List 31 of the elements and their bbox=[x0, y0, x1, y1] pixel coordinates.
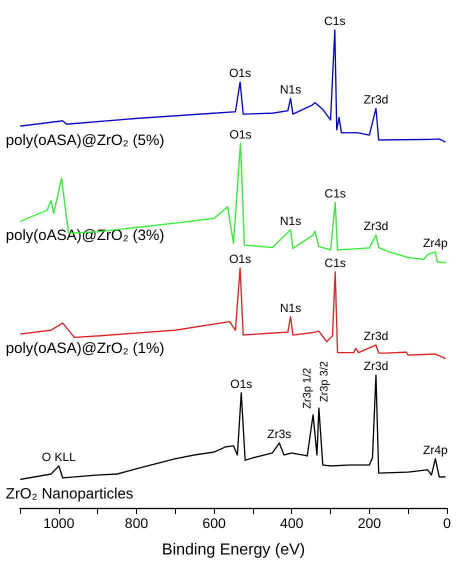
annotation: Zr3d bbox=[364, 92, 388, 106]
annotation: O1s bbox=[230, 376, 252, 391]
annotation: C1s bbox=[324, 186, 346, 201]
annotation: Zr3p 3/2 bbox=[318, 361, 330, 402]
x-tick-label: 1000 bbox=[43, 515, 75, 531]
annotation: O1s bbox=[229, 66, 252, 80]
annotation: Zr3p 1/2 bbox=[302, 368, 314, 409]
annotation: Zr3s bbox=[267, 426, 292, 441]
x-tick-label: 200 bbox=[358, 515, 382, 531]
series-label: poly(oASA)@ZrO₂ (3%) bbox=[6, 227, 164, 244]
annotation: Zr4p bbox=[423, 442, 448, 457]
annotation: O KLL bbox=[42, 450, 76, 464]
x-tick-label: 400 bbox=[280, 515, 304, 531]
x-tick-label: 600 bbox=[202, 515, 226, 531]
series-label: poly(oASA)@ZrO₂ (5%) bbox=[6, 132, 164, 150]
x-tick-label: 800 bbox=[124, 515, 148, 531]
annotation: C1s bbox=[324, 256, 346, 270]
x-axis-title: Binding Energy (eV) bbox=[162, 542, 306, 558]
annotation: O1s bbox=[229, 127, 252, 142]
annotation: Zr3d bbox=[364, 359, 388, 374]
annotation: Zr4p bbox=[423, 236, 448, 250]
annotation: N1s bbox=[280, 82, 302, 96]
series-label: ZrO₂ Nanoparticles bbox=[6, 485, 134, 502]
annotation: O1s bbox=[229, 252, 252, 266]
annotation: C1s bbox=[324, 14, 346, 28]
x-tick-label: 0 bbox=[443, 515, 452, 531]
series-label: poly(oASA)@ZrO₂ (1%) bbox=[6, 340, 164, 358]
annotation: N1s bbox=[280, 300, 302, 315]
annotation: Zr3d bbox=[364, 219, 388, 234]
annotation: Zr3d bbox=[364, 329, 388, 343]
annotation: N1s bbox=[280, 214, 302, 228]
